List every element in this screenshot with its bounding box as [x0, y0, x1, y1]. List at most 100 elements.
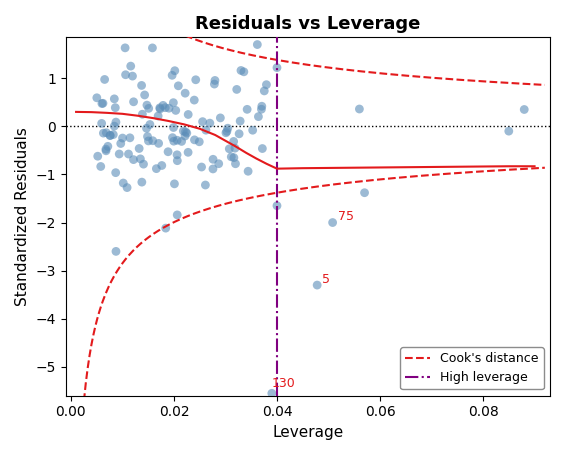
Legend: Cook's distance, High leverage: Cook's distance, High leverage: [400, 347, 544, 389]
Point: [170, 67, 179, 74]
Point: [111, 104, 120, 111]
Point: [124, 150, 133, 157]
Point: [312, 282, 321, 289]
X-axis label: Leverage: Leverage: [272, 425, 344, 440]
Point: [164, 105, 173, 112]
Point: [201, 182, 210, 189]
Point: [119, 179, 128, 187]
Point: [110, 95, 119, 102]
Point: [225, 145, 234, 152]
Point: [177, 138, 186, 145]
Point: [272, 64, 281, 71]
Point: [138, 111, 147, 118]
Point: [101, 146, 110, 153]
Point: [163, 148, 172, 155]
Point: [169, 124, 178, 131]
Point: [355, 106, 364, 113]
Point: [137, 82, 146, 89]
Point: [123, 184, 132, 191]
Point: [272, 202, 281, 209]
Point: [125, 134, 134, 142]
Point: [142, 101, 151, 109]
Point: [106, 132, 115, 139]
Point: [120, 44, 129, 51]
Point: [221, 129, 231, 136]
Point: [240, 68, 249, 76]
Point: [227, 153, 236, 161]
Point: [231, 145, 240, 152]
Point: [136, 155, 145, 162]
Point: [360, 189, 369, 197]
Point: [152, 165, 161, 172]
Point: [262, 81, 271, 88]
Point: [155, 104, 164, 111]
Point: [97, 100, 106, 107]
Point: [205, 120, 214, 127]
Point: [173, 136, 182, 144]
Point: [148, 137, 157, 144]
Text: 5: 5: [322, 273, 331, 286]
Point: [148, 44, 157, 51]
Point: [198, 118, 207, 125]
Point: [154, 140, 163, 147]
Point: [159, 102, 168, 109]
Point: [210, 77, 219, 84]
Point: [115, 150, 124, 157]
Point: [103, 143, 112, 150]
Point: [328, 219, 337, 226]
Point: [110, 122, 119, 130]
Point: [99, 130, 108, 137]
Point: [195, 138, 204, 146]
Point: [134, 145, 144, 152]
Point: [111, 248, 120, 255]
Point: [121, 71, 130, 78]
Point: [100, 76, 109, 83]
Title: Residuals vs Leverage: Residuals vs Leverage: [195, 15, 420, 33]
Point: [181, 90, 190, 97]
Point: [143, 133, 152, 140]
Point: [145, 121, 154, 128]
Point: [96, 163, 105, 170]
Point: [190, 96, 199, 104]
Point: [92, 94, 101, 101]
Point: [184, 149, 193, 156]
Point: [210, 81, 219, 88]
Point: [236, 117, 245, 125]
Point: [237, 67, 246, 74]
Point: [173, 157, 182, 164]
Point: [170, 180, 179, 187]
Point: [254, 113, 263, 120]
Point: [93, 152, 102, 160]
Point: [144, 105, 153, 112]
Point: [170, 137, 179, 145]
Point: [155, 105, 164, 112]
Point: [160, 104, 170, 111]
Point: [97, 120, 106, 127]
Point: [208, 156, 218, 163]
Point: [129, 156, 138, 163]
Point: [139, 161, 148, 168]
Point: [182, 129, 192, 136]
Point: [98, 100, 107, 107]
Point: [157, 162, 166, 169]
Point: [102, 147, 111, 154]
Point: [179, 127, 188, 135]
Point: [102, 129, 111, 136]
Point: [223, 128, 232, 135]
Point: [248, 126, 257, 134]
Point: [214, 160, 223, 167]
Point: [257, 102, 266, 110]
Point: [197, 163, 206, 171]
Point: [229, 154, 238, 161]
Text: 130: 130: [272, 377, 295, 390]
Point: [116, 140, 125, 147]
Point: [106, 131, 115, 139]
Point: [172, 151, 181, 158]
Point: [191, 76, 200, 83]
Y-axis label: Standardized Residuals: Standardized Residuals: [15, 127, 30, 306]
Point: [154, 112, 163, 120]
Point: [208, 165, 218, 172]
Point: [109, 131, 118, 138]
Point: [128, 72, 137, 80]
Point: [257, 106, 266, 113]
